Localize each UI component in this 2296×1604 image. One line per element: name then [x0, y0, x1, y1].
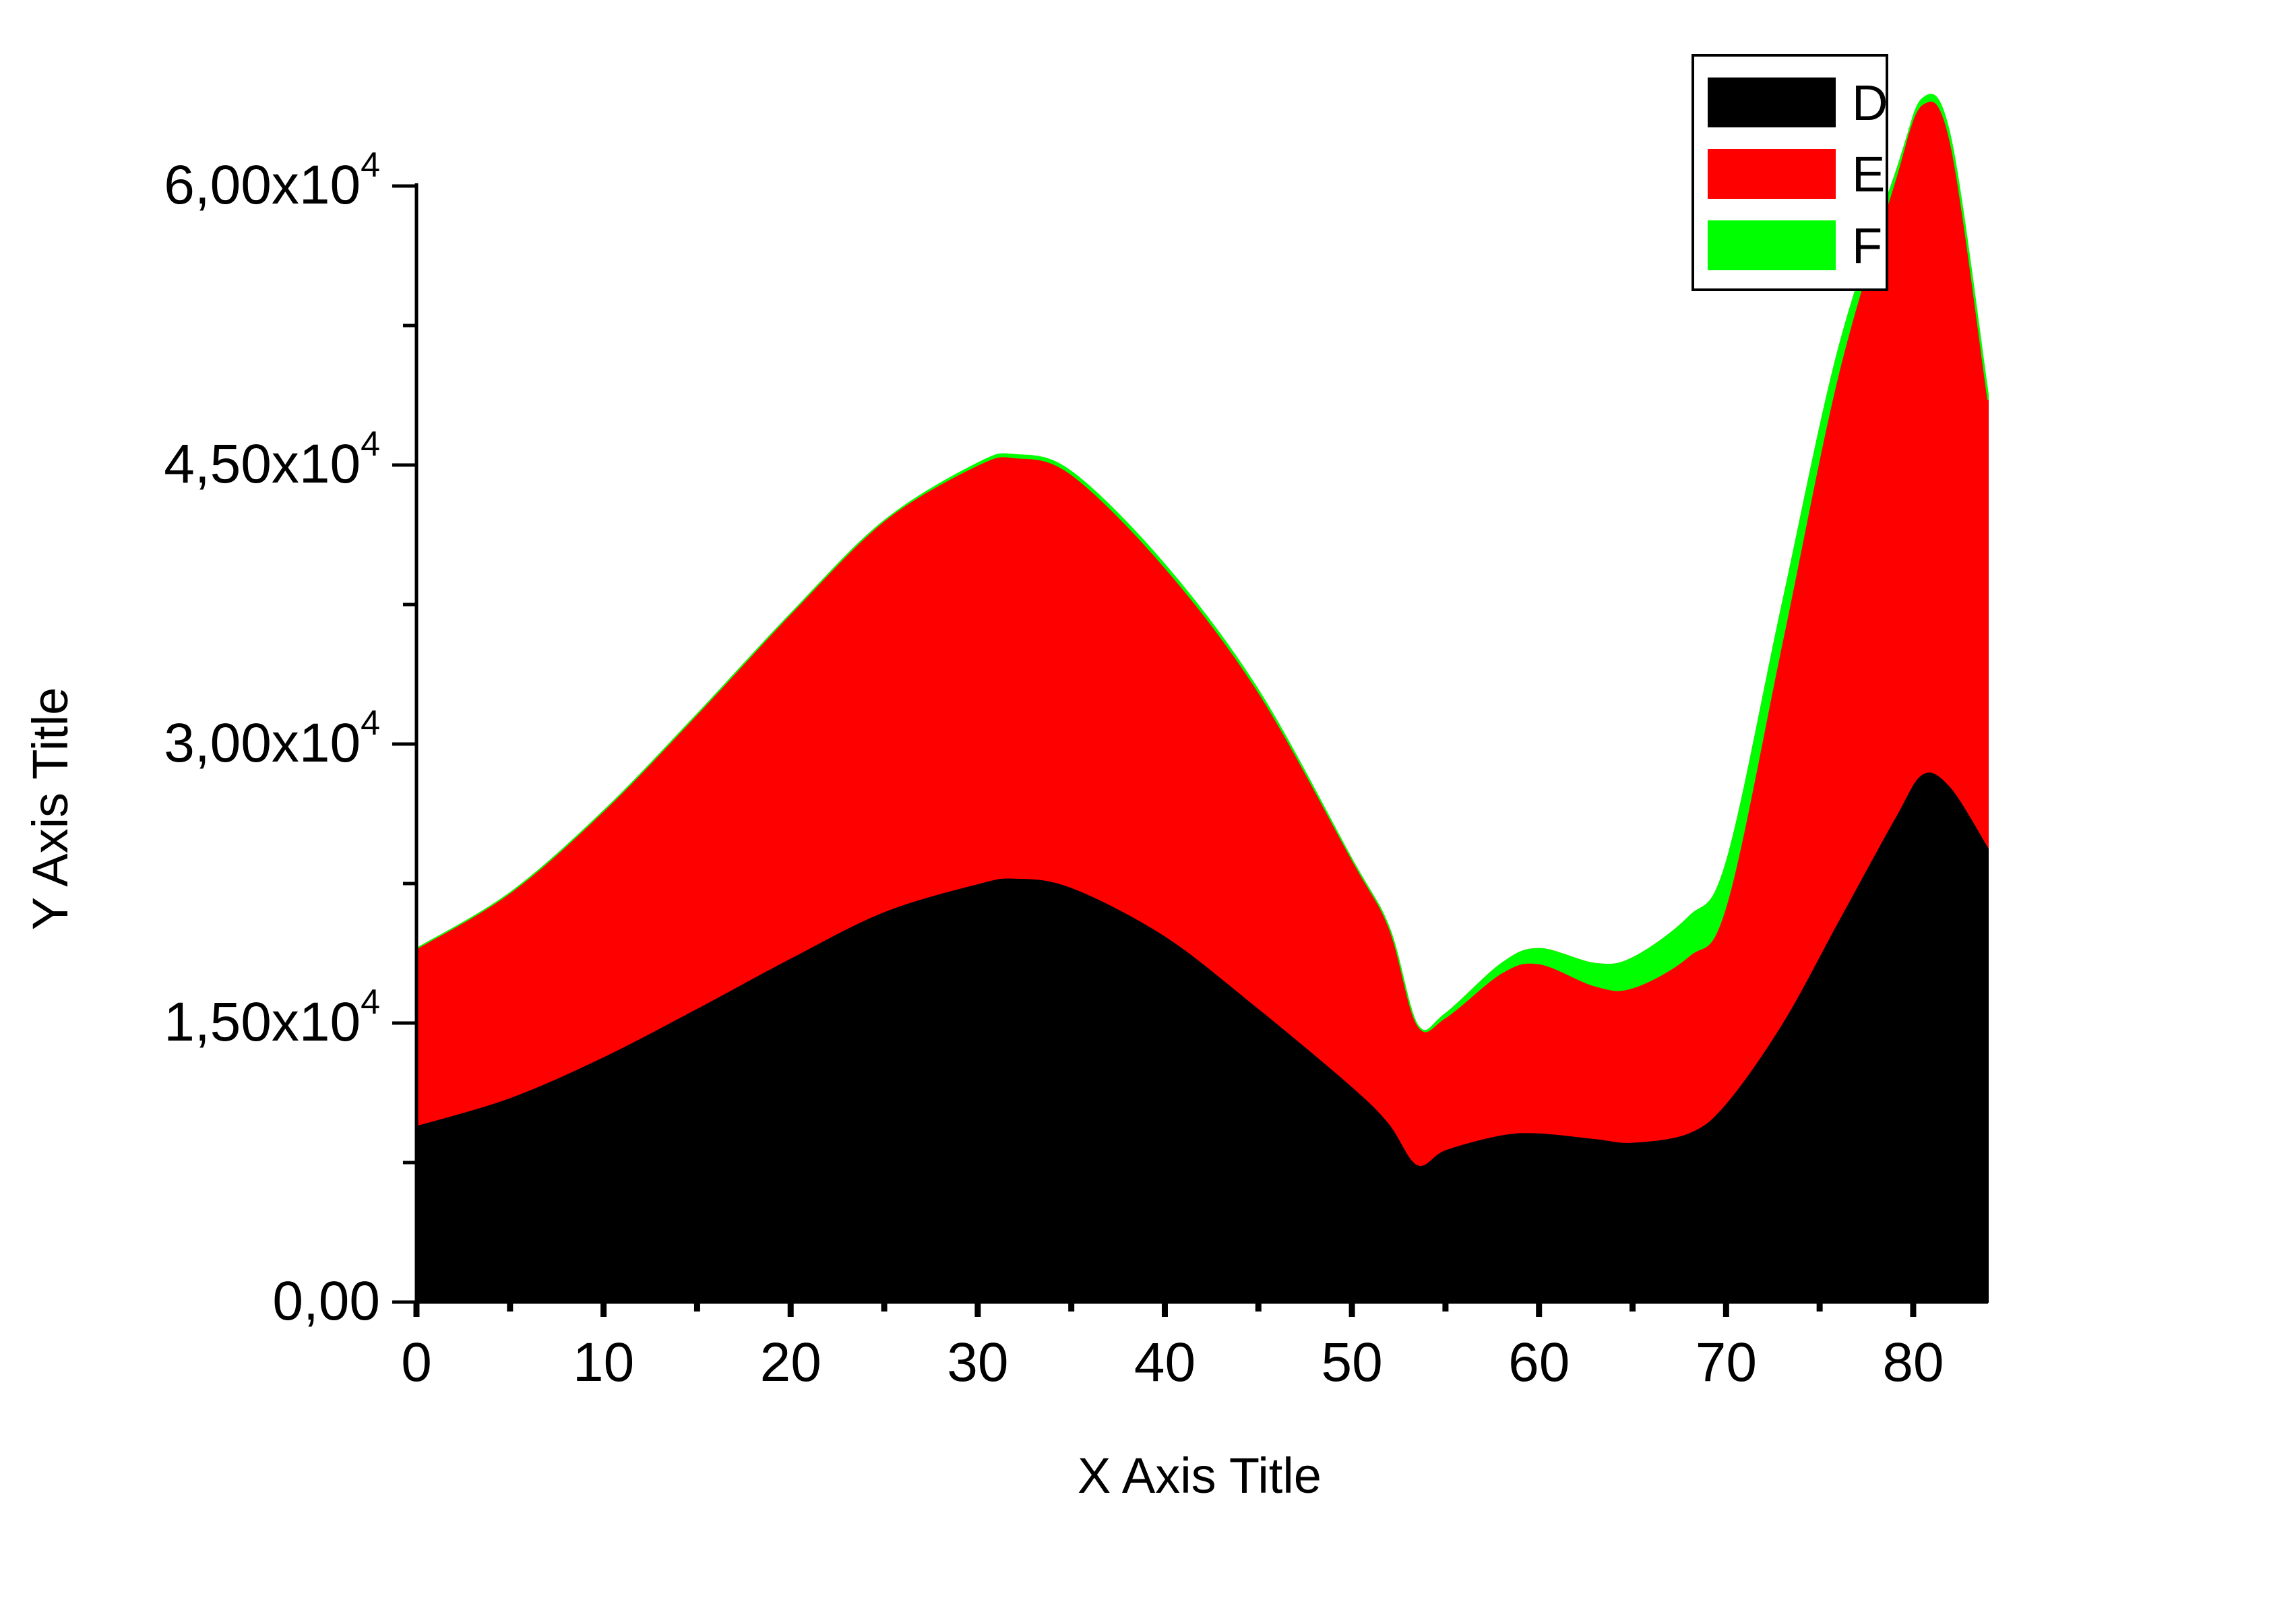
- x-tick-label: 10: [573, 1332, 634, 1393]
- axes-group: 0,00 1,50x104 3,00x104 4,50x104 6,00x104 0 10…: [164, 146, 1988, 1393]
- legend-label-F: F: [1852, 218, 1882, 274]
- y-tick-label: 0,00: [272, 1270, 380, 1332]
- legend-label-E: E: [1852, 146, 1885, 202]
- x-tick-label: 50: [1321, 1332, 1382, 1393]
- legend-label-D: D: [1852, 75, 1888, 131]
- x-tick-label: 30: [947, 1332, 1008, 1393]
- x-axis-title: X Axis Title: [1078, 1448, 1322, 1504]
- legend: DEF: [1692, 54, 1888, 291]
- area-series-group: [416, 94, 1989, 1303]
- y-axis-title: Y Axis Title: [22, 687, 78, 931]
- y-axis-ticks: 0,00 1,50x104 3,00x104 4,50x104 6,00x104: [164, 146, 416, 1332]
- x-axis-ticks: 0 10 20 30 40 50 60 70 80: [401, 1302, 1944, 1393]
- x-tick-label: 60: [1508, 1332, 1570, 1393]
- legend-swatch-F: [1708, 220, 1836, 270]
- y-tick-label: 3,00x104: [164, 704, 380, 774]
- y-tick-label: 1,50x104: [164, 983, 380, 1053]
- area-series-F: [416, 94, 1989, 1032]
- y-tick-label: 6,00x104: [164, 146, 380, 216]
- x-tick-label: 80: [1882, 1332, 1944, 1393]
- x-tick-label: 20: [760, 1332, 821, 1393]
- legend-swatch-E: [1708, 149, 1836, 199]
- x-tick-label: 0: [401, 1332, 432, 1393]
- x-tick-label: 70: [1696, 1332, 1757, 1393]
- x-tick-label: 40: [1134, 1332, 1196, 1393]
- y-tick-label: 4,50x104: [164, 425, 380, 495]
- legend-swatch-D: [1708, 78, 1836, 127]
